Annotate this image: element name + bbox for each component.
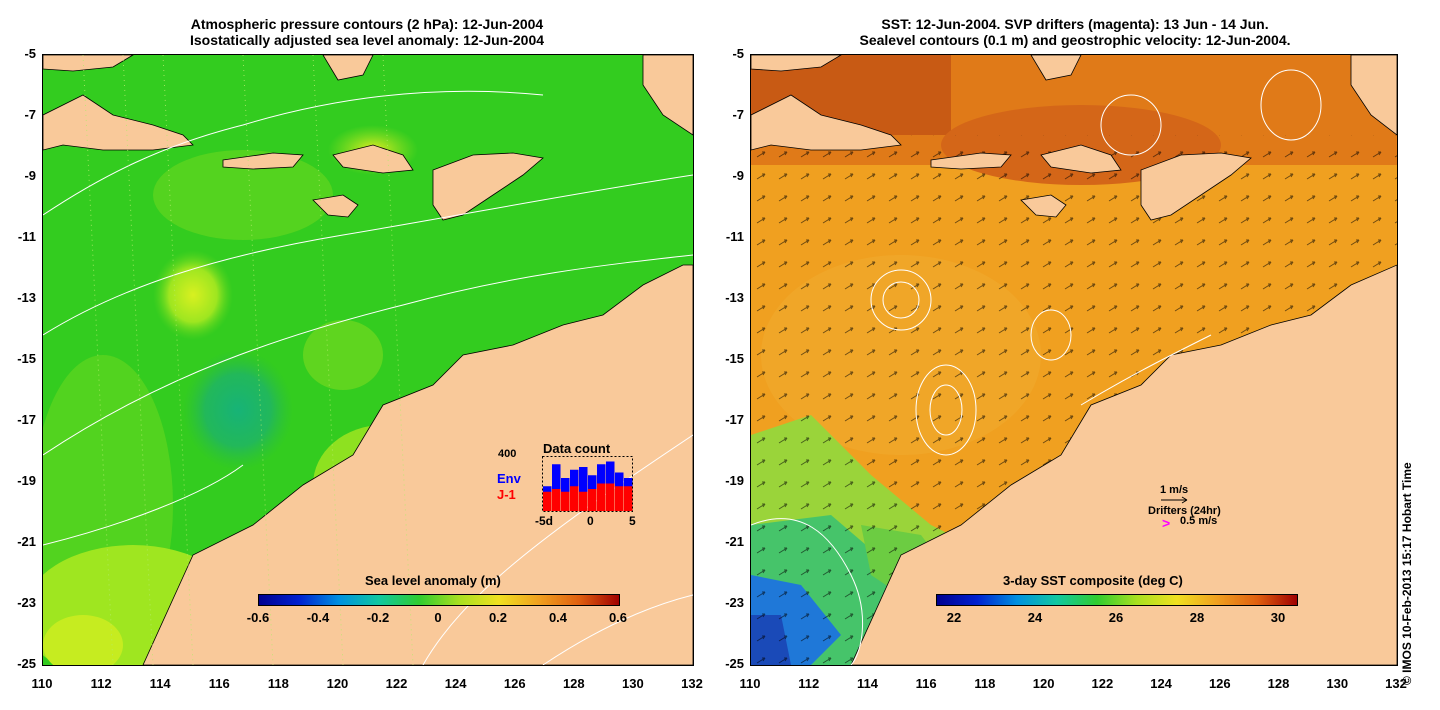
- sla-map-canvas: [43, 55, 693, 665]
- right-y-tick-label: -17: [725, 412, 744, 427]
- credit-text: © IMOS 10-Feb-2013 15:17 Hobart Time: [1400, 462, 1414, 685]
- velocity-scale-label: 1 m/s: [1160, 484, 1189, 496]
- inset-max-label: 400: [498, 448, 517, 460]
- left-x-tick-label: 124: [444, 676, 467, 691]
- right-y-tick-label: -19: [725, 473, 744, 488]
- left-title-line2: Isostatically adjusted sea level anomaly…: [189, 32, 545, 48]
- left-x-tick-label: 126: [503, 676, 526, 691]
- left-y-tick-label: -23: [17, 595, 36, 610]
- left-y-tick-label: -21: [17, 534, 36, 549]
- sst-map: [750, 54, 1398, 666]
- drifter-scale-label: 0.5 m/s: [1180, 515, 1218, 527]
- inset-legend-j1: J-1: [497, 487, 516, 502]
- sst-colorbar: [936, 594, 1298, 606]
- right-y-tick-label: -23: [725, 595, 744, 610]
- drifter-symbol: >: [1162, 515, 1171, 531]
- right-x-tick-label: 132: [1385, 676, 1407, 691]
- sst-map-canvas: [751, 55, 1397, 665]
- right-x-tick-label: 116: [915, 676, 937, 691]
- env-count-bar: [552, 464, 561, 511]
- colorbar-tick-label: -0.4: [306, 610, 330, 625]
- env-count-bar: [579, 467, 588, 511]
- j1-count-bar: [615, 486, 624, 511]
- right-x-tick-label: 122: [1091, 676, 1114, 691]
- inset-legend-env: Env: [497, 471, 521, 486]
- left-y-tick-label: -7: [24, 107, 36, 122]
- left-x-tick-label: 120: [326, 676, 349, 691]
- colorbar-tick-label: 28: [1189, 610, 1205, 625]
- j1-count-bar: [543, 491, 552, 511]
- left-y-tick-label: -15: [17, 351, 36, 366]
- right-title-line1: SST: 12-Jun-2004. SVP drifters (magenta)…: [881, 16, 1269, 32]
- left-x-tick-label: 114: [149, 676, 171, 691]
- right-y-tick-label: -9: [732, 168, 744, 183]
- left-x-tick-label: 116: [208, 676, 230, 691]
- j1-count-bar: [552, 489, 561, 511]
- colorbar-tick-label: 24: [1027, 610, 1043, 625]
- left-x-tick-label: 130: [622, 676, 644, 691]
- left-y-tick-label: -19: [17, 473, 36, 488]
- drifters-label: Drifters (24hr): [1148, 505, 1221, 517]
- right-title-line2: Sealevel contours (0.1 m) and geostrophi…: [859, 32, 1291, 48]
- sst-colorbar-title: 3-day SST composite (deg C): [1003, 573, 1183, 588]
- right-x-tick-label: 110: [739, 676, 761, 691]
- j1-count-bar: [624, 486, 633, 511]
- j1-count-bar: [579, 491, 588, 511]
- right-x-tick-label: 126: [1208, 676, 1231, 691]
- left-y-tick-label: -9: [24, 168, 36, 183]
- left-x-tick-label: 128: [562, 676, 585, 691]
- colorbar-tick-label: 0: [434, 610, 442, 625]
- right-y-tick-label: -7: [732, 107, 744, 122]
- right-y-tick-label: -13: [725, 290, 744, 305]
- colorbar-tick-label: 30: [1270, 610, 1286, 625]
- right-x-tick-label: 112: [798, 676, 820, 691]
- right-x-tick-label: 130: [1326, 676, 1349, 691]
- right-map-title: SST: 12-Jun-2004. SVP drifters (magenta)…: [750, 16, 1400, 48]
- right-x-tick-label: 128: [1267, 676, 1290, 691]
- inset-xtick-1: 0: [587, 514, 594, 528]
- sla-colorbar-title: Sea level anomaly (m): [365, 573, 501, 588]
- j1-count-bar: [597, 483, 606, 511]
- right-y-tick-label: -15: [725, 351, 744, 366]
- j1-count-bar: [570, 486, 579, 511]
- left-x-tick-label: 112: [90, 676, 112, 691]
- inset-title: Data count: [543, 441, 611, 456]
- right-y-tick-label: -21: [725, 534, 744, 549]
- colorbar-tick-label: 22: [946, 610, 962, 625]
- j1-count-bar: [606, 483, 615, 511]
- colorbar-tick-label: 0.2: [488, 610, 508, 625]
- left-y-tick-label: -25: [17, 656, 36, 671]
- j1-count-bar: [561, 491, 570, 511]
- inset-xtick-0: -5d: [535, 514, 553, 528]
- left-x-tick-label: 118: [267, 676, 289, 691]
- left-x-tick-label: 132: [681, 676, 703, 691]
- right-x-tick-label: 124: [1150, 676, 1172, 691]
- left-y-tick-label: -11: [17, 229, 36, 244]
- right-x-tick-label: 118: [974, 676, 996, 691]
- j1-count-bar: [588, 489, 597, 511]
- inset-xtick-2: 5: [629, 514, 636, 528]
- sea-level-anomaly-map: [42, 54, 694, 666]
- left-x-tick-label: 122: [385, 676, 408, 691]
- right-y-tick-label: -11: [725, 229, 744, 244]
- left-x-tick-label: 110: [31, 676, 53, 691]
- right-y-tick-label: -25: [725, 656, 744, 671]
- colorbar-tick-label: 0.4: [548, 610, 568, 625]
- left-title-line1: Atmospheric pressure contours (2 hPa): 1…: [190, 16, 544, 32]
- right-x-tick-label: 114: [856, 676, 878, 691]
- colorbar-tick-label: -0.6: [246, 610, 270, 625]
- right-y-tick-label: -5: [732, 46, 744, 61]
- colorbar-tick-label: 26: [1108, 610, 1124, 625]
- colorbar-tick-label: 0.6: [608, 610, 628, 625]
- colorbar-tick-label: -0.2: [366, 610, 390, 625]
- left-map-title: Atmospheric pressure contours (2 hPa): 1…: [42, 16, 692, 48]
- inset-frame: [542, 456, 633, 512]
- sla-colorbar: [258, 594, 620, 606]
- left-y-tick-label: -17: [17, 412, 36, 427]
- left-y-tick-label: -5: [24, 46, 36, 61]
- left-y-tick-label: -13: [17, 290, 36, 305]
- right-x-tick-label: 120: [1032, 676, 1055, 691]
- data-count-chart: [542, 456, 633, 512]
